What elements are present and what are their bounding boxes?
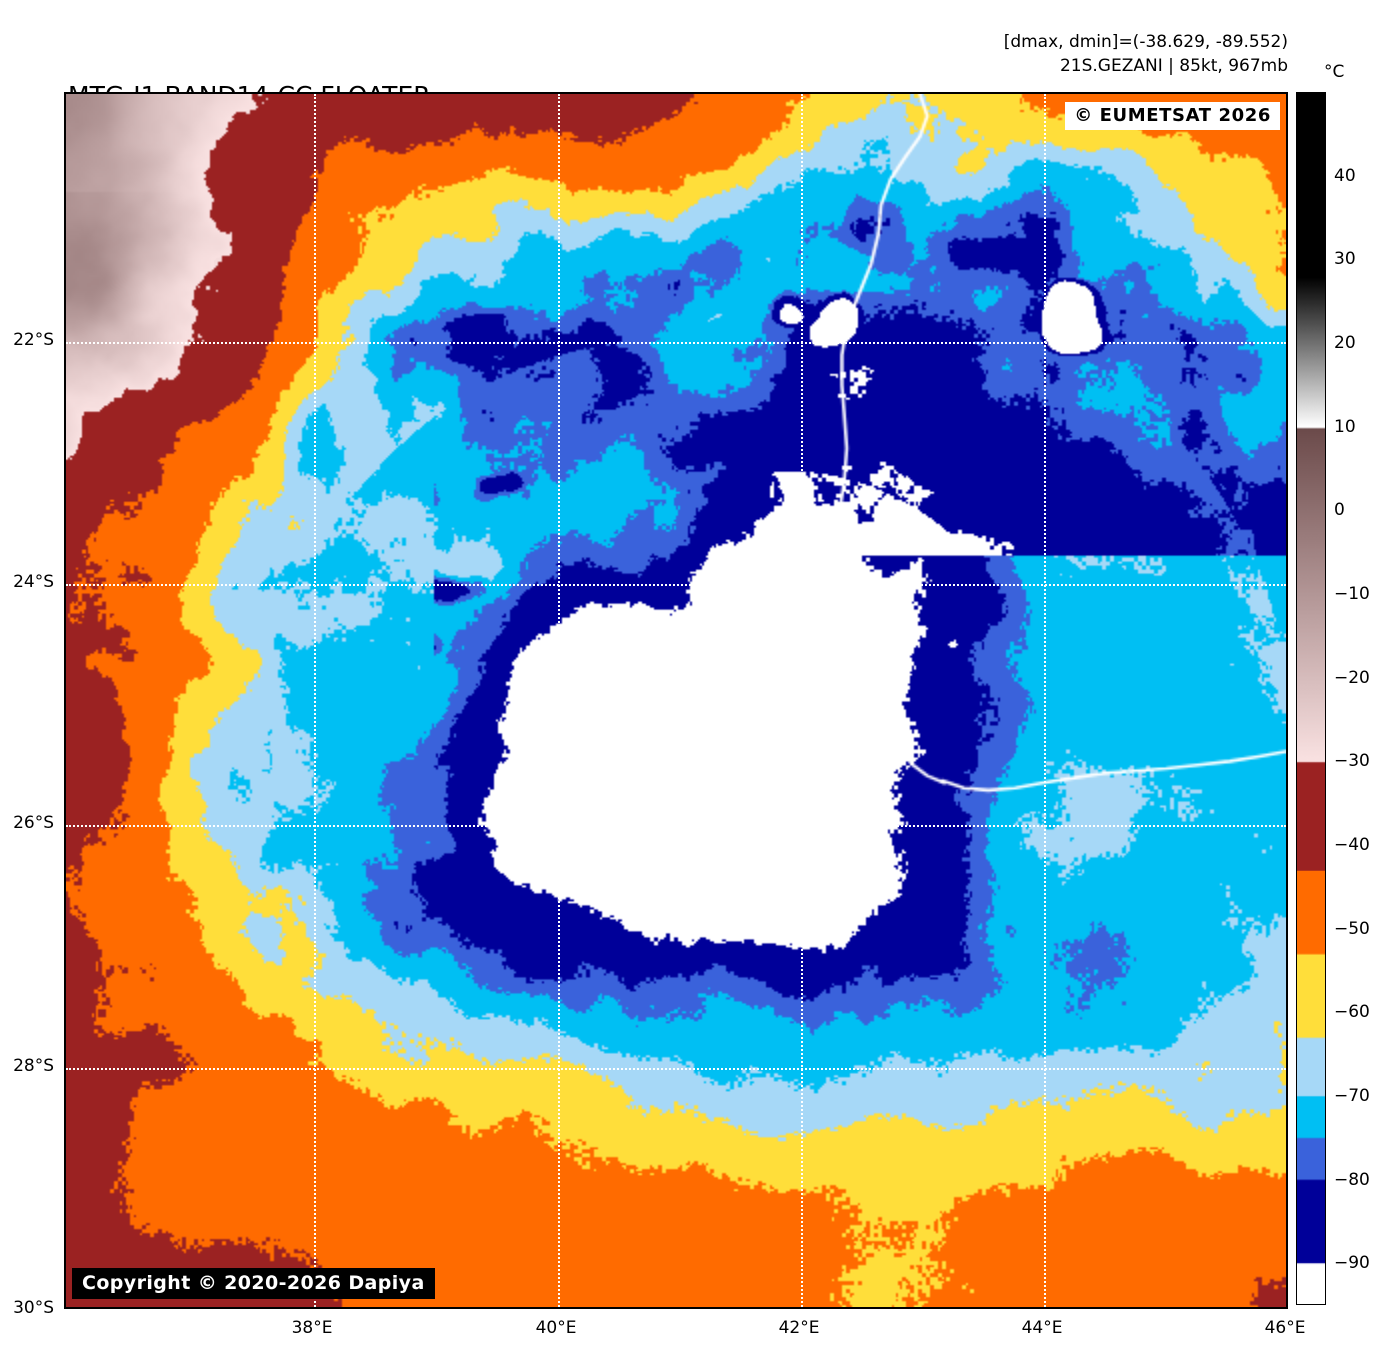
- satellite-imagery-canvas: [66, 94, 1286, 1307]
- colorbar-tick-label: −70: [1334, 1085, 1370, 1106]
- colorbar-tick-label: −10: [1334, 583, 1370, 604]
- colorbar-tick-label: −60: [1334, 1002, 1370, 1023]
- colorbar-tick-label: −20: [1334, 667, 1370, 688]
- lon-tick-label: 40°E: [535, 1318, 577, 1338]
- dmax-dmin-readout: [dmax, dmin]=(-38.629, -89.552): [1003, 32, 1288, 52]
- lat-tick-label: 26°S: [13, 813, 54, 833]
- satellite-image-plot[interactable]: © EUMETSAT 2026 Copyright © 2020-2026 Da…: [64, 92, 1288, 1309]
- colorbar-tick-label: −90: [1334, 1253, 1370, 1274]
- colorbar-tick-label: 0: [1334, 500, 1345, 521]
- colorbar-gradient: [1297, 93, 1325, 1304]
- copyright-badge: Copyright © 2020-2026 Dapiya: [72, 1268, 435, 1299]
- lat-tick-label: 28°S: [13, 1056, 54, 1076]
- lat-tick-label: 24°S: [13, 572, 54, 592]
- colorbar-tick-label: 20: [1334, 332, 1356, 353]
- eumetsat-attribution-badge: © EUMETSAT 2026: [1065, 102, 1280, 130]
- temperature-colorbar[interactable]: [1296, 92, 1326, 1305]
- colorbar-tick-label: −80: [1334, 1169, 1370, 1190]
- colorbar-tick-label: −40: [1334, 834, 1370, 855]
- gridline-vertical: [1287, 94, 1288, 1307]
- colorbar-tick-label: 10: [1334, 416, 1356, 437]
- colorbar-tick-label: −50: [1334, 918, 1370, 939]
- colorbar-tick-label: −30: [1334, 751, 1370, 772]
- metadata-block: [dmax, dmin]=(-38.629, -89.552) 21S.GEZA…: [1004, 30, 1288, 78]
- lon-tick-label: 42°E: [778, 1318, 820, 1338]
- colorbar-tick-label: 40: [1334, 165, 1356, 186]
- lat-tick-label: 30°S: [13, 1298, 54, 1318]
- lat-tick-label: 22°S: [13, 330, 54, 350]
- storm-intensity-readout: 21S.GEZANI | 85kt, 967mb: [1059, 56, 1288, 76]
- colorbar-tick-label: 30: [1334, 249, 1356, 270]
- lon-tick-label: 44°E: [1021, 1318, 1063, 1338]
- lon-tick-label: 38°E: [291, 1318, 333, 1338]
- colorbar-unit-label: °C: [1324, 62, 1345, 82]
- lon-tick-label: 46°E: [1264, 1318, 1306, 1338]
